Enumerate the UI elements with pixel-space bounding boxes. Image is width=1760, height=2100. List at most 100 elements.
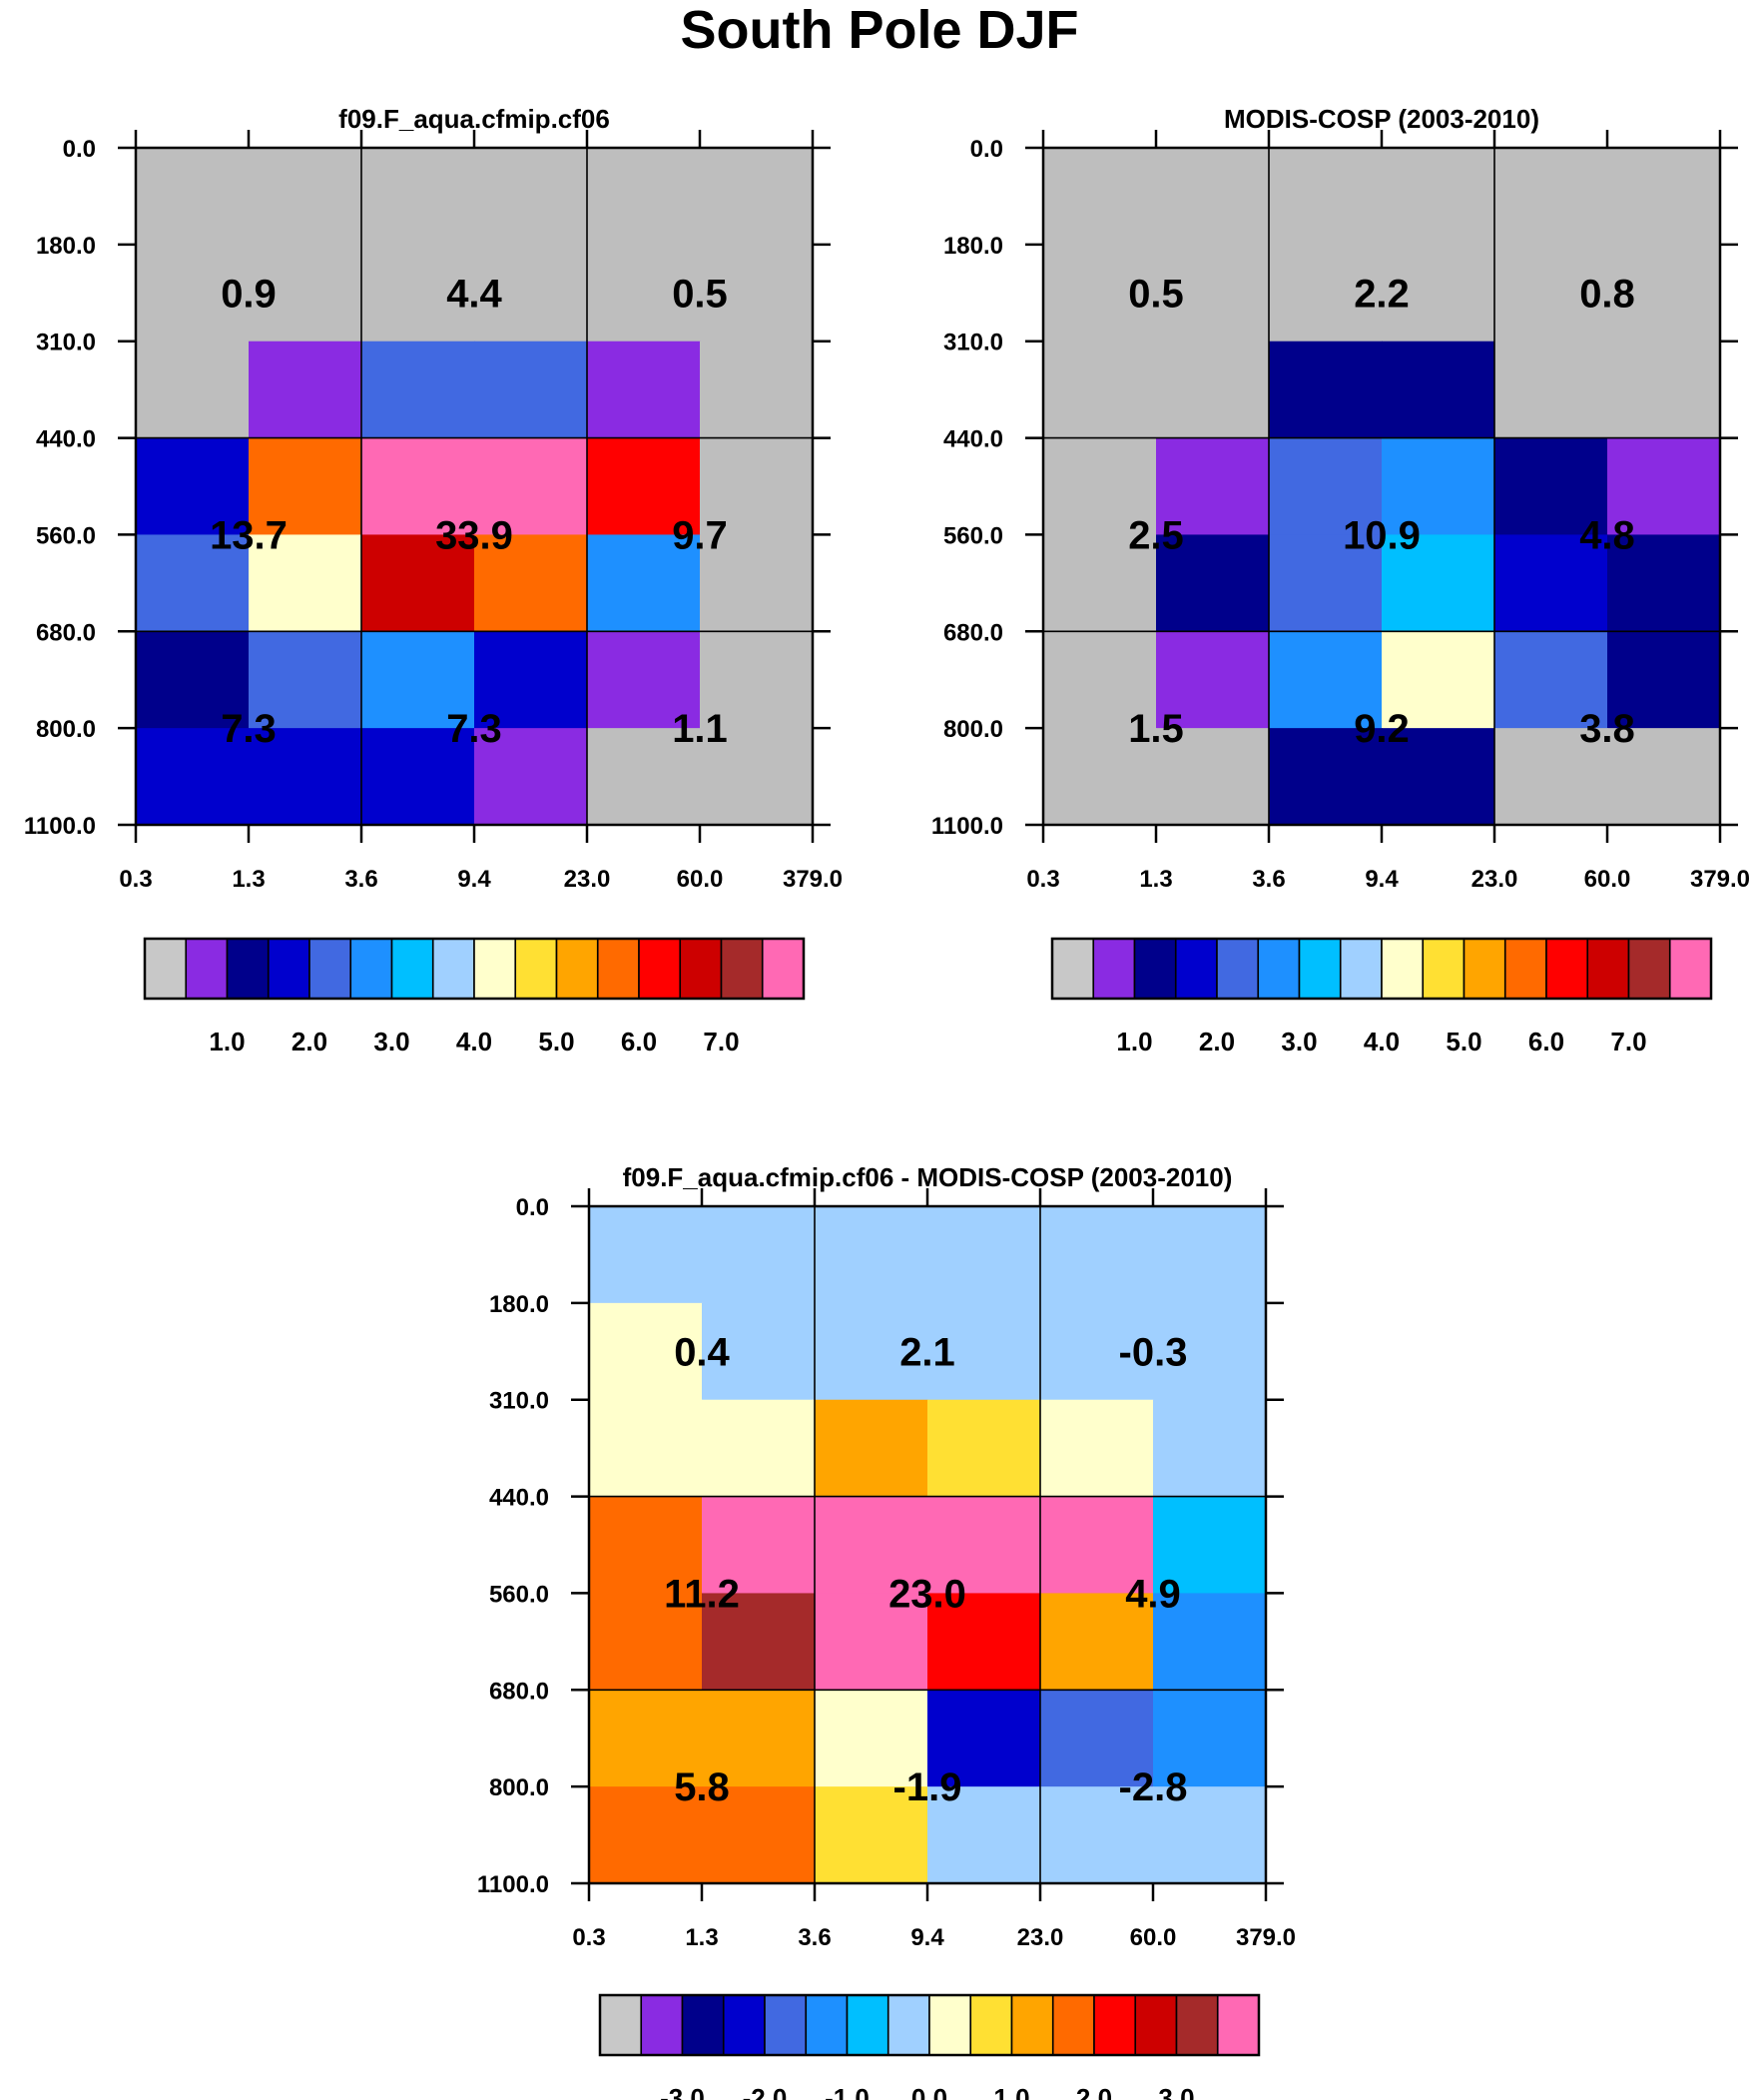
heatmap-cell (702, 1302, 816, 1401)
x-tick-label: 9.4 (457, 866, 491, 893)
y-tick-label: 1100.0 (477, 1871, 549, 1898)
y-tick-label: 0.0 (516, 1194, 549, 1221)
x-tick-label: 23.0 (564, 866, 611, 893)
heatmap-cell (815, 1786, 928, 1884)
y-tick-label: 0.0 (970, 136, 1003, 163)
heatmap-cell (136, 534, 250, 632)
colorbar-label: 4.0 (1364, 1027, 1400, 1056)
heatmap-cell (474, 631, 588, 729)
colorbar-frame (1050, 937, 1713, 1001)
group-total-label: 4.8 (1579, 513, 1635, 557)
heatmap-cell (589, 1496, 703, 1595)
colorbar-swatch (1627, 938, 1671, 1000)
heatmap-cell (1153, 1206, 1267, 1304)
heatmap-cell (927, 1786, 1041, 1884)
group-total-label: 2.5 (1128, 513, 1184, 557)
heatmap-cell (1607, 341, 1721, 439)
colorbar-swatch (764, 1994, 808, 2056)
heatmap-cell (1156, 148, 1270, 246)
heatmap-cell (815, 1302, 928, 1401)
colorbar-label: -1.0 (825, 2083, 870, 2100)
y-tick-label: 440.0 (489, 1485, 549, 1512)
heatmap-cell (1156, 244, 1270, 343)
colorbar-label: 7.0 (1610, 1027, 1646, 1056)
colorbar-swatch (555, 938, 599, 1000)
heatmap-cell (1043, 341, 1157, 439)
heatmap-cell (1382, 728, 1495, 826)
colorbar-frame (598, 1993, 1261, 2057)
heatmap-cell (700, 341, 814, 439)
group-total-label: 13.7 (210, 513, 288, 557)
x-tick-label: 3.6 (1252, 866, 1285, 893)
heatmap-cell (249, 534, 362, 632)
heatmap-cell (587, 728, 701, 826)
heatmap-cell (1382, 148, 1495, 246)
heatmap-cell (1040, 1690, 1154, 1787)
heatmap-panel-2: MODIS-COSP (2003-2010) 0.0 180.0 310.0 440.0… (931, 104, 1750, 1056)
heatmap-cell (1040, 1206, 1154, 1304)
group-total-label: 0.4 (674, 1330, 730, 1374)
heatmap-cell (1269, 728, 1383, 826)
group-total-label: -2.8 (1119, 1765, 1188, 1809)
colorbar-swatch (1051, 1994, 1095, 2056)
colorbar-swatch (679, 938, 723, 1000)
heatmap-cell (815, 1593, 928, 1691)
heatmap-cell (1043, 244, 1157, 343)
x-tick-label: 0.3 (1026, 866, 1059, 893)
heatmap-cell (589, 1206, 703, 1304)
y-tick-label: 680.0 (943, 619, 1003, 646)
heatmap-cell (587, 437, 701, 536)
heatmap-cell (361, 244, 475, 343)
heatmap-cell (249, 341, 362, 439)
heatmap-cell (361, 148, 475, 246)
y-tick-label: 310.0 (943, 330, 1003, 356)
heatmap-cell (361, 341, 475, 439)
heatmap-cell (1607, 728, 1721, 826)
colorbar-label: 6.0 (1528, 1027, 1564, 1056)
y-tick-label: 800.0 (489, 1774, 549, 1801)
heatmap-cell (1040, 1786, 1154, 1884)
colorbar-swatch (514, 938, 558, 1000)
group-total-label: 9.2 (1354, 707, 1410, 751)
x-tick-label: 0.3 (119, 866, 152, 893)
heatmap-cell (700, 148, 814, 246)
colorbar-swatch (761, 938, 805, 1000)
heatmap-cell (1494, 534, 1608, 632)
colorbar-swatch (722, 1994, 766, 2056)
heatmap-cell (700, 244, 814, 343)
y-tick-label: 800.0 (36, 716, 96, 743)
heatmap-cell (249, 437, 362, 536)
heatmap-cell (1494, 341, 1608, 439)
heatmap-cell (361, 631, 475, 729)
heatmap-cell (1156, 631, 1270, 729)
page-title: South Pole DJF (680, 0, 1078, 60)
group-total-label: 5.8 (674, 1765, 730, 1809)
colorbar-swatch (681, 1994, 725, 2056)
y-tick-label: 560.0 (36, 522, 96, 549)
x-tick-label: 1.3 (685, 1924, 718, 1951)
heatmap-cell (1494, 437, 1608, 536)
colorbar-swatch (596, 938, 640, 1000)
colorbar-swatch (638, 938, 682, 1000)
group-total-label: 7.3 (446, 707, 502, 751)
group-total-label: 10.9 (1343, 513, 1421, 557)
y-tick-label: 0.0 (63, 136, 96, 163)
colorbar-swatch (1010, 1994, 1054, 2056)
y-tick-label: 180.0 (489, 1291, 549, 1318)
x-tick-label: 23.0 (1471, 866, 1518, 893)
heatmap-cell (1040, 1593, 1154, 1691)
heatmap-cell (474, 437, 588, 536)
heatmap-cell (1382, 631, 1495, 729)
heatmap-cell (1156, 437, 1270, 536)
colorbar-label: 7.0 (703, 1027, 739, 1056)
heatmap-cell (589, 1786, 703, 1884)
colorbar-swatch (390, 938, 434, 1000)
colorbar-label: 3.0 (1158, 2083, 1194, 2100)
colorbar-label: -2.0 (743, 2083, 788, 2100)
colorbar-swatch (226, 938, 270, 1000)
heatmap-cell (702, 1496, 816, 1595)
heatmap-cell (587, 631, 701, 729)
colorbar-swatch (1339, 938, 1383, 1000)
heatmap-cell (927, 1593, 1041, 1691)
